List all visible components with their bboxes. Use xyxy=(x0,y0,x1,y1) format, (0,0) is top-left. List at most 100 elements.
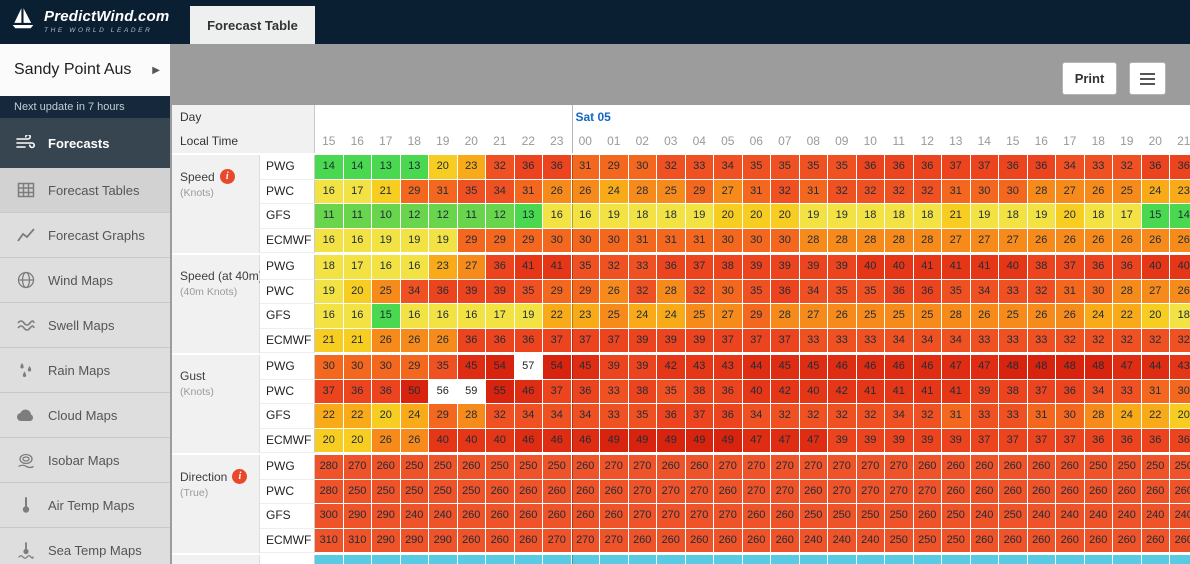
sidebar-item-forecasts[interactable]: Forecasts xyxy=(0,118,170,168)
forecast-cell: 260 xyxy=(514,504,543,529)
day-cell xyxy=(600,105,629,129)
forecast-cell: 39 xyxy=(856,428,885,453)
location-header[interactable]: Sandy Point Aus ▶ xyxy=(0,44,170,96)
forecast-cell: 32 xyxy=(771,179,800,204)
hour-label: 14 xyxy=(971,129,999,153)
forecast-cell: 250 xyxy=(486,455,515,480)
forecast-cell: 36 xyxy=(571,379,600,404)
forecast-cell xyxy=(343,555,372,564)
forecast-cell: 26 xyxy=(1170,279,1190,304)
forecast-cell: 18 xyxy=(885,204,914,229)
forecast-cell: 260 xyxy=(1056,528,1085,553)
forecast-cell: 30 xyxy=(1056,404,1085,429)
forecast-cell: 25 xyxy=(999,304,1028,329)
forecast-cell: 290 xyxy=(372,504,401,529)
info-icon[interactable]: i xyxy=(232,469,248,484)
sidebar-item-isobar-maps[interactable]: Isobar Maps xyxy=(0,438,170,483)
forecast-cell xyxy=(771,555,800,564)
day-cell xyxy=(372,105,401,129)
forecast-cell: 26 xyxy=(372,328,401,353)
menu-button[interactable] xyxy=(1129,62,1166,95)
day-cell xyxy=(885,105,914,129)
forecast-cell: 260 xyxy=(1170,528,1190,553)
sidebar-item-air-temp-maps[interactable]: Air Temp Maps xyxy=(0,483,170,528)
forecast-cell xyxy=(999,555,1028,564)
forecast-cell: 36 xyxy=(457,328,486,353)
day-row-label: Day xyxy=(172,105,315,129)
forecast-cell: 32 xyxy=(1113,155,1142,180)
forecast-cell: 40 xyxy=(999,255,1028,280)
forecast-cell: 16 xyxy=(343,228,372,253)
forecast-cell: 29 xyxy=(457,228,486,253)
forecast-cell: 270 xyxy=(685,479,714,504)
forecast-cell: 290 xyxy=(429,528,458,553)
forecast-cell: 14 xyxy=(1170,204,1190,229)
forecast-cell: 260 xyxy=(372,455,401,480)
tab-forecast-table[interactable]: Forecast Table xyxy=(190,6,315,44)
model-label: GFS xyxy=(260,204,315,229)
forecast-cell: 22 xyxy=(543,304,572,329)
forecast-cell: 20 xyxy=(742,204,771,229)
table-row: GFS 22 22 20 24 29 28 32 34 34 34 33 35 36 37 36 34 32 32 3… xyxy=(260,404,1190,429)
forecast-cell: 31 xyxy=(1056,279,1085,304)
forecast-cell: 28 xyxy=(1027,179,1056,204)
forecast-cell: 33 xyxy=(600,404,629,429)
forecast-cell: 42 xyxy=(828,379,857,404)
param-unit: (Knots) xyxy=(180,187,214,199)
forecast-cell: 16 xyxy=(400,304,429,329)
forecast-cell: 260 xyxy=(1027,528,1056,553)
sidebar-item-wind-maps[interactable]: Wind Maps xyxy=(0,258,170,303)
forecast-cell: 310 xyxy=(343,528,372,553)
forecast-cell: 260 xyxy=(571,479,600,504)
sidebar-item-forecast-graphs[interactable]: Forecast Graphs xyxy=(0,213,170,258)
forecast-cell: 27 xyxy=(999,228,1028,253)
forecast-cell: 29 xyxy=(429,404,458,429)
forecast-cell: 270 xyxy=(657,504,686,529)
forecast-cell: 270 xyxy=(885,479,914,504)
logo-subtitle: THE WORLD LEADER xyxy=(44,26,153,34)
sidebar-item-sea-temp-maps[interactable]: Sea Temp Maps xyxy=(0,528,170,564)
forecast-cell: 17 xyxy=(343,255,372,280)
forecast-cell xyxy=(1027,555,1056,564)
forecast-cell: 46 xyxy=(885,355,914,380)
sidebar-item-rain-maps[interactable]: Rain Maps xyxy=(0,348,170,393)
forecast-cell xyxy=(828,555,857,564)
forecast-cell: 16 xyxy=(543,204,572,229)
forecast-cell: 16 xyxy=(400,255,429,280)
forecast-cell: 18 xyxy=(1084,204,1113,229)
forecast-cell: 270 xyxy=(628,504,657,529)
sidebar-item-forecast-tables[interactable]: Forecast Tables xyxy=(0,168,170,213)
forecast-cell: 46 xyxy=(856,355,885,380)
forecast-cell: 41 xyxy=(942,379,971,404)
model-label: PWG xyxy=(260,155,315,180)
forecast-cell: 240 xyxy=(1056,504,1085,529)
forecast-cell: 54 xyxy=(543,355,572,380)
sidebar-item-label: Rain Maps xyxy=(48,362,111,378)
hour-label: 09 xyxy=(828,129,857,153)
forecast-cell xyxy=(714,555,743,564)
forecast-cell: 55 xyxy=(486,379,515,404)
print-button[interactable]: Print xyxy=(1062,62,1117,95)
forecast-cell: 26 xyxy=(429,328,458,353)
forecast-cell: 250 xyxy=(799,504,828,529)
predictwind-logo[interactable]: PredictWind.com THE WORLD LEADER xyxy=(10,5,169,36)
forecast-cell: 45 xyxy=(771,355,800,380)
forecast-cell: 35 xyxy=(628,404,657,429)
forecast-cell: 39 xyxy=(600,355,629,380)
table-row: GFS 300 290 290 240 240 260 260 260 260 260 260 270 2… xyxy=(260,504,1190,529)
forecast-cell: 48 xyxy=(1027,355,1056,380)
hour-label: 13 xyxy=(942,129,971,153)
forecast-cell: 250 xyxy=(913,528,942,553)
forecast-cell: 14 xyxy=(315,155,344,180)
forecast-cell: 32 xyxy=(799,404,828,429)
forecast-cell: 260 xyxy=(657,528,686,553)
forecast-cell: 45 xyxy=(799,355,828,380)
sidebar-item-swell-maps[interactable]: Swell Maps xyxy=(0,303,170,348)
forecast-cell: 36 xyxy=(429,279,458,304)
line-chart-icon xyxy=(15,226,37,244)
forecast-cell: 260 xyxy=(1084,528,1113,553)
info-icon[interactable]: i xyxy=(219,169,235,184)
forecast-cell: 260 xyxy=(486,504,515,529)
sidebar-item-cloud-maps[interactable]: Cloud Maps xyxy=(0,393,170,438)
forecast-cell: 260 xyxy=(771,504,800,529)
